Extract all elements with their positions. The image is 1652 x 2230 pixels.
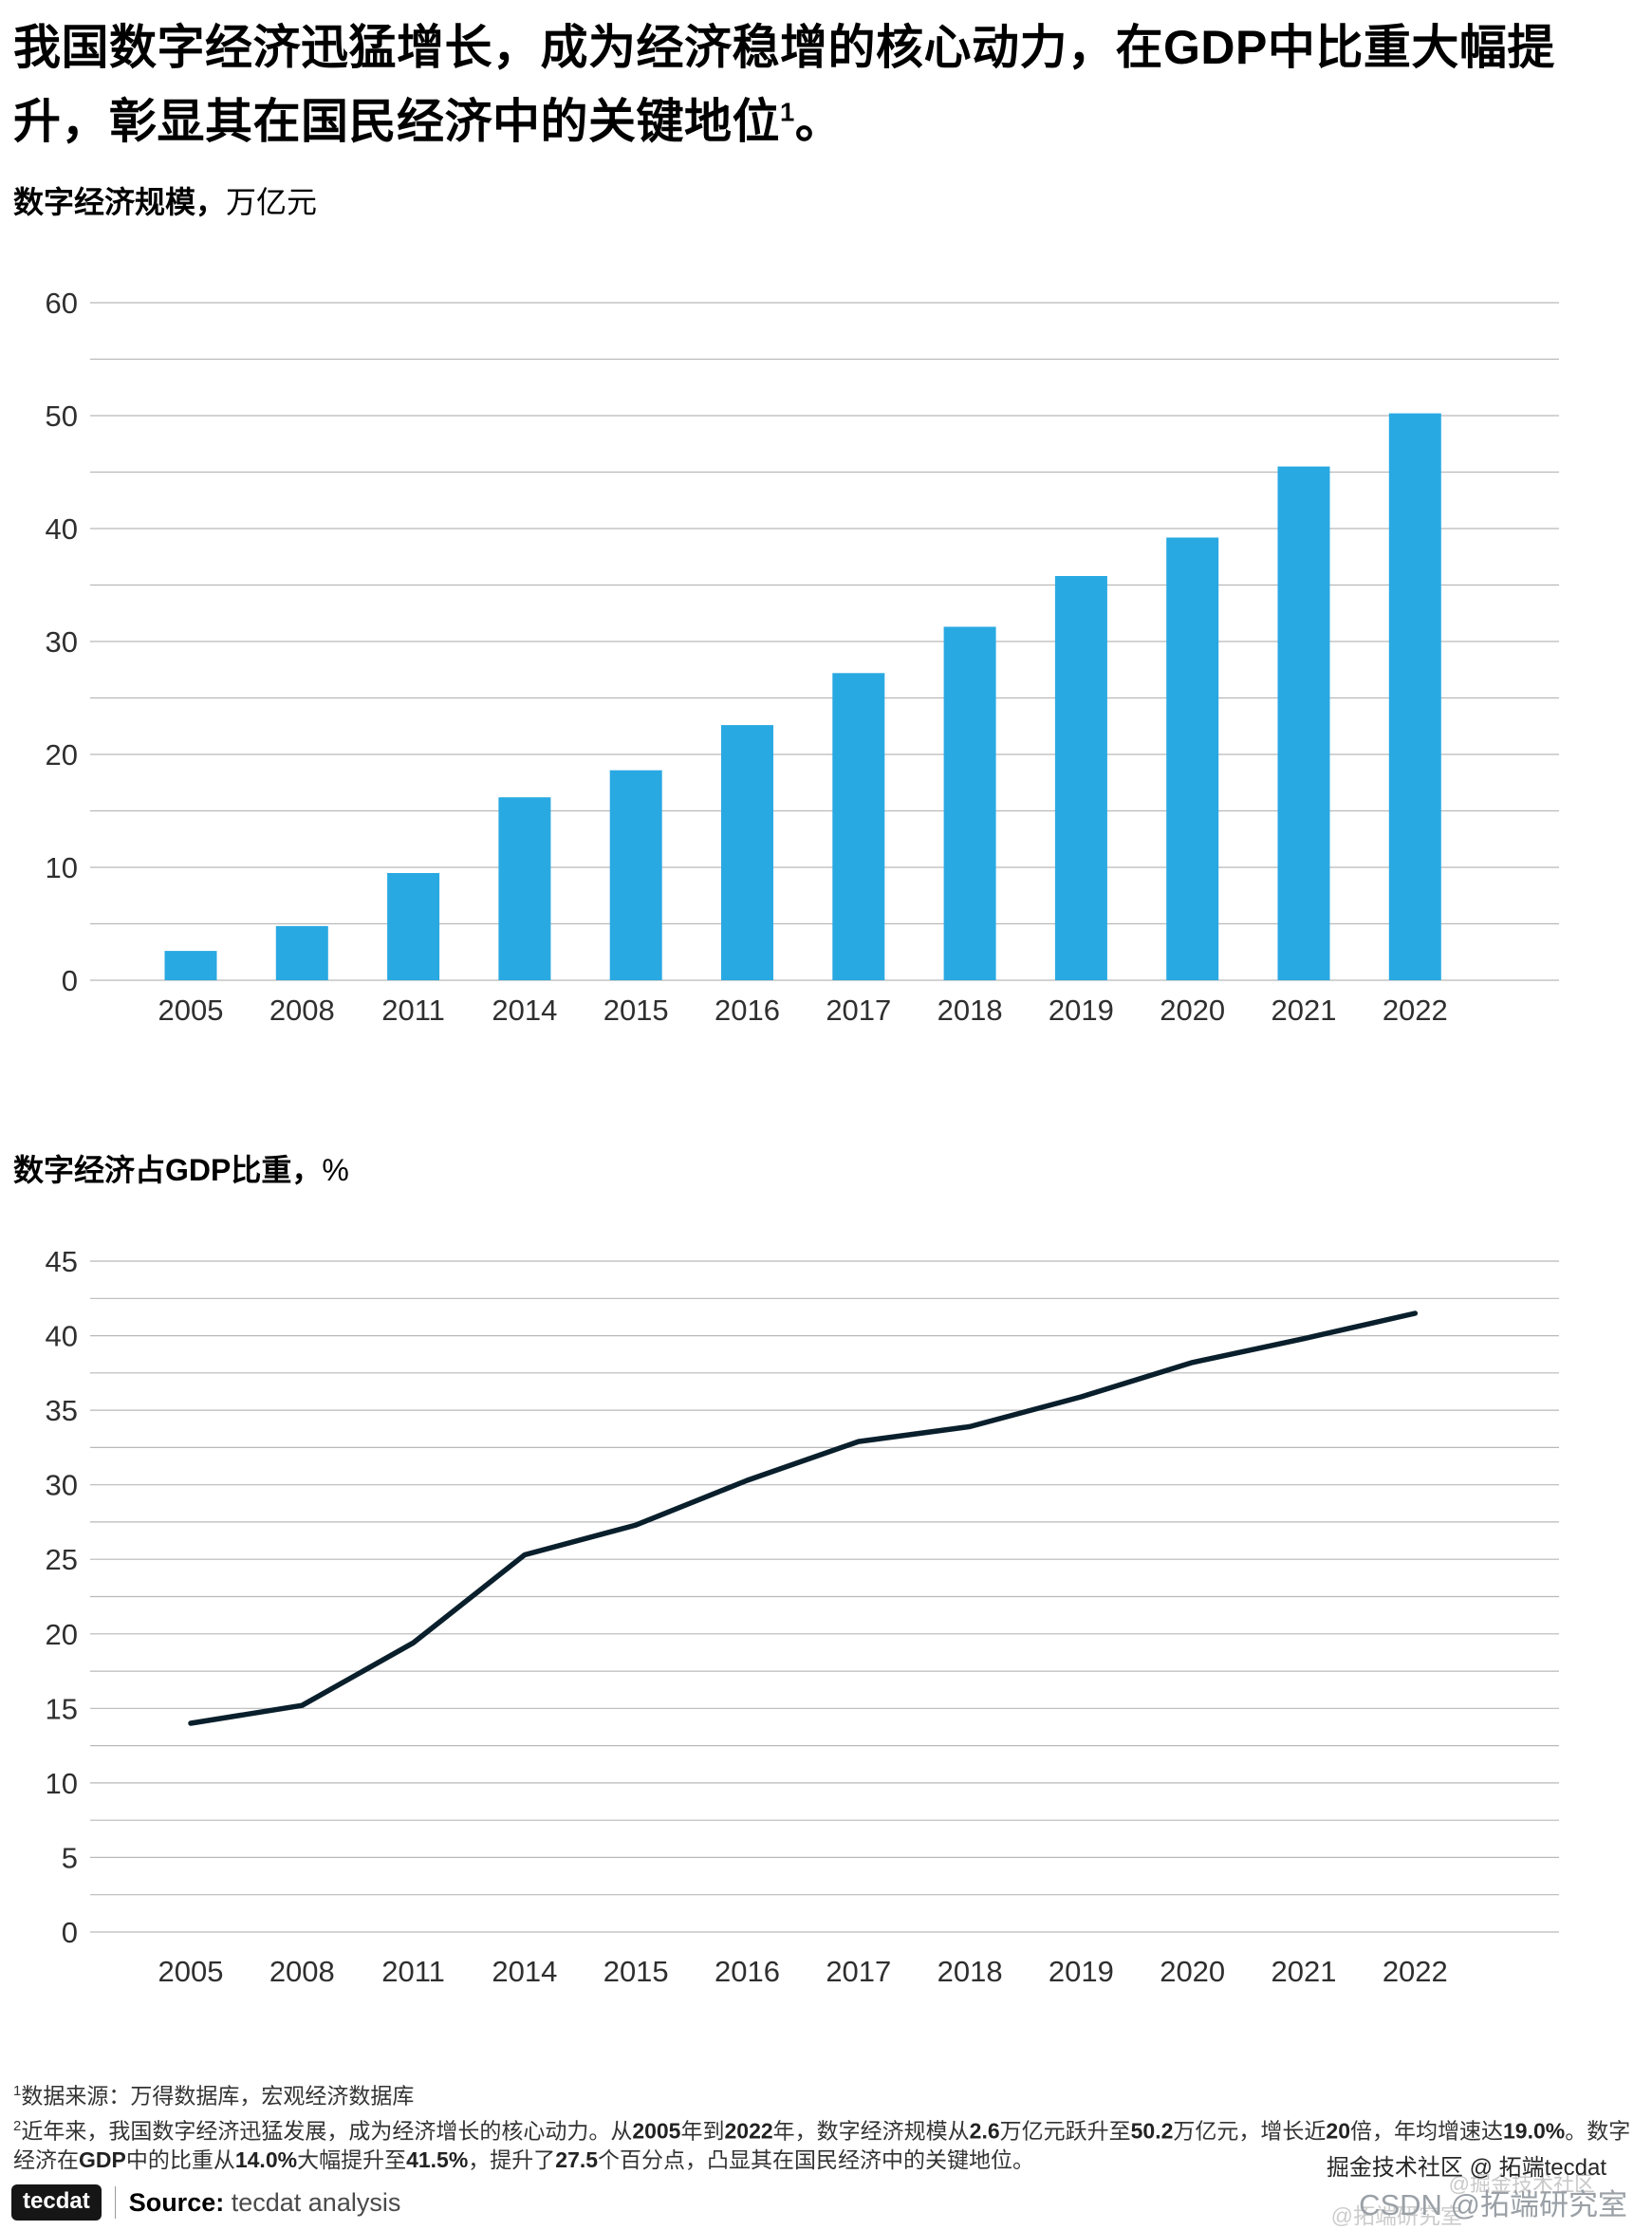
y-tick-label: 60 — [46, 287, 78, 320]
y-tick-label: 40 — [46, 512, 78, 546]
tecdat-logo: tecdat — [11, 2184, 102, 2221]
source-line: Source: tecdat analysis — [129, 2188, 401, 2218]
y-tick-label: 35 — [46, 1394, 78, 1427]
page-title-suffix: 。 — [794, 94, 844, 148]
bar-2014 — [498, 797, 551, 980]
x-tick-label: 2019 — [1049, 994, 1114, 1027]
source-label: Source: — [128, 2187, 225, 2217]
line-chart-title: 数字经济占GDP比重，% — [13, 1146, 349, 1190]
x-tick-label: 2020 — [1160, 1955, 1225, 1988]
x-tick-label: 2016 — [715, 1955, 780, 1988]
y-tick-label: 15 — [46, 1692, 78, 1725]
line-chart-unit-label: % — [322, 1153, 349, 1187]
bar-2022 — [1388, 413, 1441, 981]
x-tick-label: 2014 — [492, 994, 557, 1027]
source-row: tecdat Source: tecdat analysis — [11, 2184, 400, 2221]
source-value: tecdat analysis — [231, 2187, 401, 2217]
y-tick-label: 25 — [46, 1543, 78, 1576]
x-tick-label: 2005 — [158, 994, 224, 1027]
y-tick-label: 45 — [46, 1245, 78, 1278]
y-tick-label: 10 — [46, 851, 78, 884]
bar-2019 — [1054, 576, 1107, 980]
bar-2017 — [832, 673, 885, 980]
footnote-2-text: 近年来，我国数字经济迅猛发展，成为经济增长的核心动力。从2005年到2022年，… — [13, 2118, 1631, 2173]
bar-2018 — [943, 626, 996, 980]
y-tick-label: 5 — [62, 1841, 78, 1874]
x-tick-label: 2015 — [603, 1955, 669, 1988]
bar-chart: 0 10 20 30 40 50 60 2005 2008 2011 2014 2015 2016 201… — [46, 287, 1559, 1027]
footnote-1: 1数据来源：万得数据库，宏观经济数据库 — [13, 2076, 1643, 2111]
title-footnote-marker: 1 — [780, 96, 795, 126]
y-tick-label: 10 — [46, 1767, 78, 1800]
bar-chart-title: 数字经济规模，万亿元 — [13, 178, 317, 222]
x-tick-label: 2005 — [158, 1955, 224, 1988]
x-tick-label: 2019 — [1049, 1955, 1114, 1988]
y-tick-label: 30 — [46, 1469, 78, 1502]
footnote-2-marker: 2 — [13, 2117, 22, 2134]
bar-2015 — [609, 770, 662, 980]
x-tick-label: 2011 — [381, 1955, 445, 1988]
y-tick-label: 40 — [46, 1320, 78, 1353]
watermark-juejin: 掘金技术社区 @ 拓端tecdat — [1326, 2155, 1606, 2181]
bar-chart-unit-label: 万亿元 — [226, 185, 318, 219]
x-tick-label: 2022 — [1383, 1955, 1448, 1988]
footnote-2: 2近年来，我国数字经济迅猛发展，成为经济增长的核心动力。从2005年到2022年… — [13, 2111, 1643, 2176]
bar-2016 — [721, 725, 773, 980]
x-tick-label: 2018 — [937, 994, 1003, 1027]
line-chart-title-text: 数字经济占GDP比重， — [13, 1153, 323, 1187]
watermark-ghost-tuoduan: @拓端研究室 — [1330, 2203, 1462, 2228]
bar-2021 — [1277, 466, 1330, 981]
page-title-text: 我国数字经济迅猛增长，成为经济稳增的核心动力，在GDP中比重大幅提升，彰显其在国… — [13, 21, 1555, 148]
watermark-ghost-juejin: @掘金技术社区 — [1448, 2172, 1595, 2196]
line-chart: 0 5 10 15 20 25 30 35 40 45 2005 2008 2011 2014 2015 20… — [46, 1245, 1559, 1988]
x-tick-label: 2011 — [381, 994, 445, 1027]
x-tick-label: 2020 — [1160, 994, 1225, 1027]
y-tick-label: 0 — [62, 964, 78, 997]
y-tick-label: 30 — [46, 625, 78, 659]
x-tick-label: 2022 — [1383, 994, 1448, 1027]
page-title: 我国数字经济迅猛增长，成为经济稳增的核心动力，在GDP中比重大幅提升，彰显其在国… — [13, 11, 1631, 158]
watermark-csdn: CSDN @拓端研究室 — [1359, 2188, 1627, 2221]
logo-divider — [114, 2186, 116, 2220]
bar-2020 — [1166, 537, 1219, 980]
x-tick-label: 2017 — [826, 994, 891, 1027]
bar-2005 — [164, 951, 217, 980]
bar-2011 — [387, 873, 440, 980]
footnote-1-text: 数据来源：万得数据库，宏观经济数据库 — [21, 2083, 415, 2109]
footnote-1-marker: 1 — [13, 2083, 22, 2099]
y-tick-label: 50 — [46, 400, 78, 433]
x-tick-label: 2008 — [269, 1955, 335, 1988]
y-tick-label: 20 — [46, 1618, 78, 1651]
y-tick-label: 20 — [46, 738, 78, 771]
x-tick-label: 2021 — [1271, 994, 1337, 1027]
gdp-share-trend-line — [188, 1310, 1419, 1726]
bar-chart-title-text: 数字经济规模， — [13, 185, 227, 219]
bar-2008 — [275, 925, 328, 980]
footnotes: 1数据来源：万得数据库，宏观经济数据库 2近年来，我国数字经济迅猛发展，成为经济… — [13, 2076, 1643, 2175]
x-tick-label: 2014 — [492, 1955, 557, 1988]
x-tick-label: 2017 — [826, 1955, 891, 1988]
x-tick-label: 2018 — [937, 1955, 1003, 1988]
y-tick-label: 0 — [62, 1916, 78, 1949]
x-tick-label: 2015 — [603, 994, 669, 1027]
x-tick-label: 2021 — [1271, 1955, 1337, 1988]
x-tick-label: 2016 — [715, 994, 780, 1027]
x-tick-label: 2008 — [269, 994, 335, 1027]
